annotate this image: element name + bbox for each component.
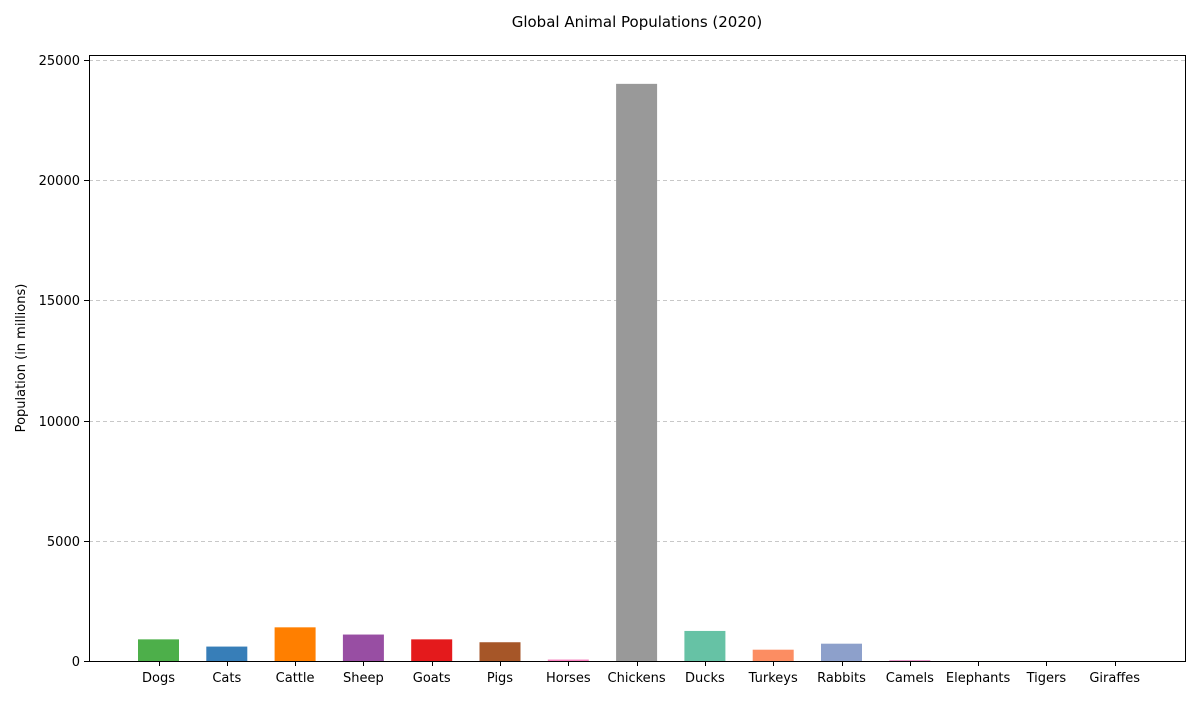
x-tick-label: Elephants xyxy=(946,671,1011,686)
bar-sheep xyxy=(343,635,384,661)
x-tick-label: Horses xyxy=(546,671,591,686)
x-tick-label: Goats xyxy=(413,671,451,686)
bar-dogs xyxy=(138,639,179,661)
y-axis-ticks: 0 5000 10000 15000 20000 25000 xyxy=(39,54,89,670)
bar-rabbits xyxy=(821,644,862,661)
bar-chickens xyxy=(616,84,657,661)
y-tick-label: 20000 xyxy=(39,174,80,189)
y-tick-label: 5000 xyxy=(47,535,80,550)
x-tick-label: Giraffes xyxy=(1089,671,1140,686)
x-tick-label: Sheep xyxy=(343,671,384,686)
bar-goats xyxy=(411,639,452,661)
y-tick-label: 0 xyxy=(72,655,80,670)
y-tick-label: 10000 xyxy=(39,415,80,430)
x-tick-label: Cats xyxy=(212,671,241,686)
x-tick-label: Rabbits xyxy=(817,671,866,686)
x-tick-label: Turkeys xyxy=(748,671,798,686)
bars xyxy=(138,84,1135,661)
bar-pigs xyxy=(480,642,521,661)
x-tick-label: Pigs xyxy=(487,671,513,686)
bar-turkeys xyxy=(753,650,794,661)
chart-title: Global Animal Populations (2020) xyxy=(512,13,763,31)
x-tick-label: Ducks xyxy=(685,671,725,686)
y-axis-label: Population (in millions) xyxy=(14,284,29,433)
x-tick-label: Dogs xyxy=(142,671,175,686)
x-tick-label: Tigers xyxy=(1026,671,1067,686)
bar-horses xyxy=(548,660,589,661)
bar-cattle xyxy=(275,627,316,661)
bar-camels xyxy=(889,660,930,661)
bar-cats xyxy=(206,647,247,661)
x-tick-label: Chickens xyxy=(608,671,666,686)
y-tick-label: 15000 xyxy=(39,294,80,309)
x-tick-label: Cattle xyxy=(276,671,315,686)
x-tick-label: Camels xyxy=(886,671,934,686)
y-tick-label: 25000 xyxy=(39,54,80,69)
x-axis-ticks: Dogs Cats Cattle Sheep Goats Pigs Horses Chicke… xyxy=(142,661,1140,686)
bar-ducks xyxy=(684,631,725,661)
